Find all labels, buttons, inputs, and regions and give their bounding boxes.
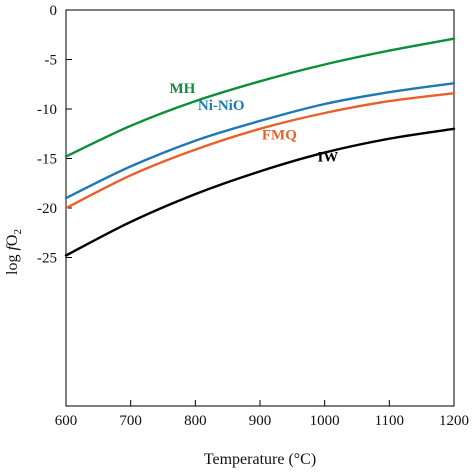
series-line-ni-nio	[64, 82, 456, 200]
x-tick-label: 800	[184, 413, 207, 429]
plot-frame	[65, 9, 455, 407]
y-axis-title: log fO2	[4, 229, 24, 275]
y-tick-label: -25	[37, 251, 57, 267]
series-label-fmq: FMQ	[262, 128, 297, 144]
x-axis-title: Temperature (°C)	[204, 451, 316, 468]
series-label-mh: MH	[169, 81, 195, 97]
y-axis-title-subscript: 2	[12, 229, 24, 235]
x-tick-label: 900	[249, 413, 272, 429]
x-tick-label: 700	[119, 413, 142, 429]
y-tick-label: -15	[37, 152, 57, 168]
x-tick-label: 1100	[375, 413, 404, 429]
x-tick-label: 600	[55, 413, 78, 429]
series-label-iw: IW	[317, 149, 338, 165]
y-tick-label: -5	[45, 53, 58, 69]
y-axis: 0 -5 -10 -15 -20 -25	[37, 3, 72, 267]
series-label-ni-nio: Ni-NiO	[198, 98, 245, 114]
x-tick-label: 1000	[310, 413, 340, 429]
y-tick-label: -20	[37, 201, 57, 217]
series-group	[64, 37, 456, 257]
y-axis-title-main: O	[4, 235, 21, 247]
series-line-fmq	[64, 92, 456, 210]
y-tick-label: -10	[37, 102, 57, 118]
x-tick-label: 1200	[439, 413, 469, 429]
y-axis-title-prefix: log	[4, 251, 21, 275]
series-line-mh	[64, 37, 456, 158]
series-line-iw	[64, 127, 456, 257]
y-axis-title-italic: f	[4, 244, 21, 251]
x-axis: 600 700 800 900 1000 1100 1200	[55, 400, 469, 429]
plot-area	[65, 9, 455, 407]
y-tick-label: 0	[50, 3, 58, 19]
